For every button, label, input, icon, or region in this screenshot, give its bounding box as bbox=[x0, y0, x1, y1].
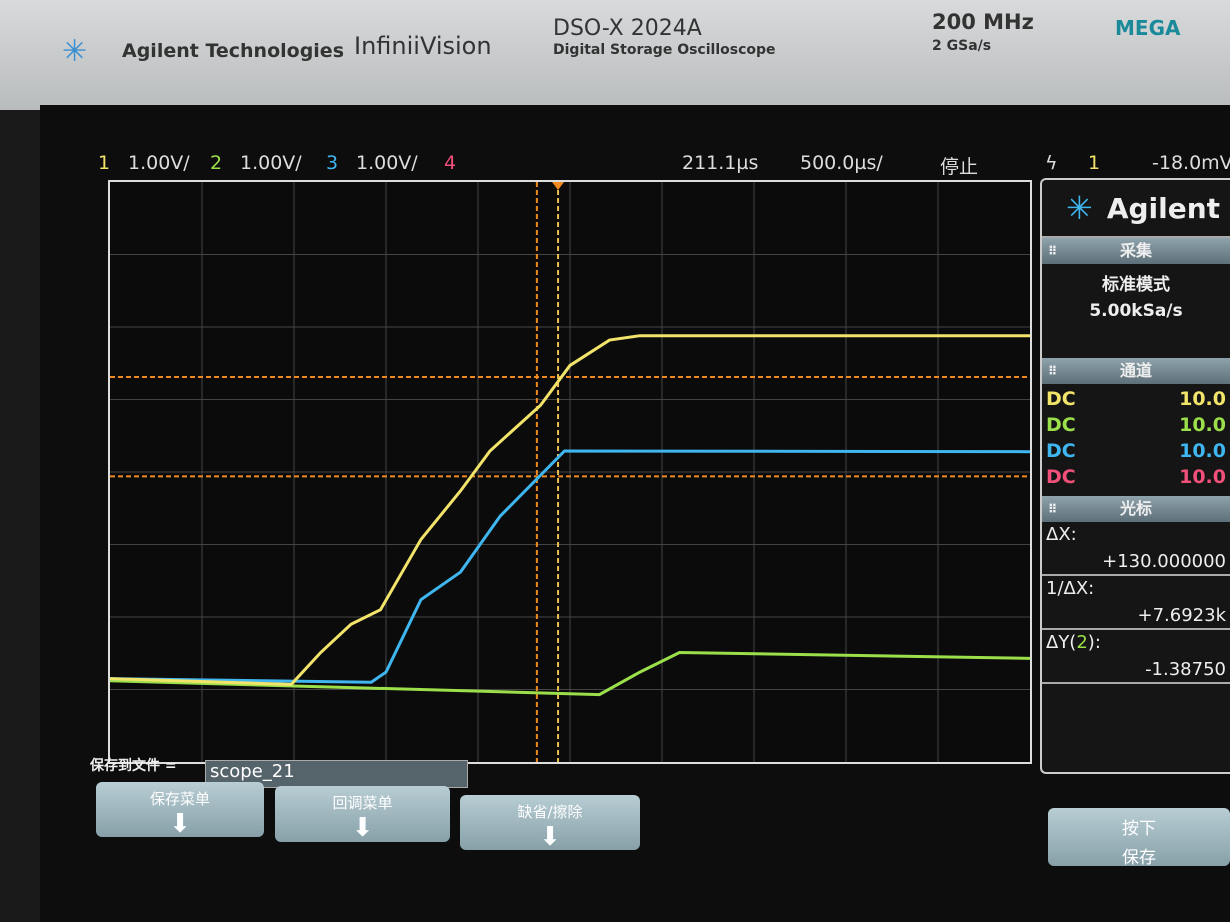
save-menu-button[interactable]: 保存菜单 ⬇ bbox=[96, 782, 264, 839]
press-label: 按下 bbox=[1122, 819, 1156, 839]
trigger-level[interactable]: -18.0mV bbox=[1152, 152, 1230, 174]
dx-value: +130.000000 bbox=[1102, 551, 1226, 572]
agilent-logo-icon: ✳ bbox=[62, 34, 88, 69]
cursors-header[interactable]: ⠿ 光标 bbox=[1042, 496, 1230, 522]
probe-value: 10.0 bbox=[1179, 414, 1226, 436]
time-scale[interactable]: 500.0µs/ bbox=[800, 152, 883, 174]
dy-label-end: ): bbox=[1087, 632, 1101, 653]
probe-value: 10.0 bbox=[1179, 440, 1226, 462]
edge-trigger-icon: ϟ bbox=[1045, 152, 1058, 174]
arrow-down-icon: ⬇ bbox=[539, 822, 561, 852]
ch2-trace bbox=[109, 651, 1031, 697]
inverse-delta-x: 1/ΔX: +7.6923k bbox=[1042, 576, 1230, 630]
coupling: DC bbox=[1046, 388, 1076, 410]
save-label: 保存 bbox=[1122, 848, 1156, 868]
channel-row[interactable]: DC 10.0 bbox=[1042, 464, 1230, 490]
dx-label: ΔX: bbox=[1046, 524, 1077, 545]
softkey-label: 回调菜单 bbox=[332, 794, 393, 812]
recall-menu-button[interactable]: 回调菜单 ⬇ bbox=[275, 786, 450, 843]
ch3-number[interactable]: 3 bbox=[326, 152, 339, 174]
acquire-header[interactable]: ⠿ 采集 bbox=[1042, 238, 1230, 264]
acquire-title: 采集 bbox=[1119, 241, 1152, 260]
save-file-label: 保存到文件 = bbox=[90, 758, 177, 774]
ch1-number[interactable]: 1 bbox=[98, 152, 111, 174]
run-state[interactable]: 停止 bbox=[940, 156, 979, 178]
channel-row[interactable]: DC 10.0 bbox=[1042, 412, 1230, 438]
coupling: DC bbox=[1046, 440, 1076, 462]
dy-channel: 2 bbox=[1076, 632, 1088, 653]
delta-y: ΔY(2): -1.38750 bbox=[1042, 630, 1230, 684]
acquire-mode: 标准模式 bbox=[1102, 275, 1170, 295]
coupling: DC bbox=[1046, 466, 1076, 488]
side-panel: ✳ Agilent ⠿ 采集 标准模式 5.00kSa/s ⠿ 通道 DC 10.0 … bbox=[1040, 178, 1230, 774]
dy-value: -1.38750 bbox=[1145, 659, 1226, 680]
model-name: DSO-X 2024A bbox=[553, 16, 702, 41]
graticule bbox=[109, 182, 1031, 762]
status-bar: 1 1.00V/ 2 1.00V/ 3 1.00V/ 4 211.1µs 500… bbox=[90, 148, 1230, 178]
inv-dx-label: 1/ΔX: bbox=[1046, 578, 1095, 599]
cursors-title: 光标 bbox=[1119, 499, 1152, 518]
channels-title: 通道 bbox=[1119, 361, 1152, 380]
coupling: DC bbox=[1046, 414, 1076, 436]
grip-icon: ⠿ bbox=[1048, 502, 1058, 516]
probe-value: 10.0 bbox=[1179, 388, 1226, 410]
trigger-source[interactable]: 1 bbox=[1088, 152, 1101, 174]
grip-icon: ⠿ bbox=[1048, 364, 1058, 378]
ch1-trace bbox=[109, 334, 1030, 686]
press-save-button[interactable]: 按下 保存 bbox=[1048, 808, 1230, 868]
ch1-scale[interactable]: 1.00V/ bbox=[128, 152, 190, 174]
mega-badge: MEGA bbox=[1115, 16, 1181, 40]
waveform-display[interactable] bbox=[108, 180, 1032, 764]
inv-dx-value: +7.6923k bbox=[1137, 605, 1227, 626]
default-erase-button[interactable]: 缺省/擦除 ⬇ bbox=[460, 795, 640, 852]
sample-rate: 2 GSa/s bbox=[932, 38, 992, 54]
channel-row[interactable]: DC 10.0 bbox=[1042, 386, 1230, 412]
arrow-down-icon: ⬇ bbox=[169, 809, 191, 839]
instrument-bezel: ✳ Agilent Technologies InfiniiVision DSO… bbox=[0, 0, 1230, 110]
channel-row[interactable]: DC 10.0 bbox=[1042, 438, 1230, 464]
acquire-rate: 5.00kSa/s bbox=[1089, 301, 1183, 321]
side-logo: Agilent bbox=[1106, 191, 1221, 225]
ch3-scale[interactable]: 1.00V/ bbox=[356, 152, 418, 174]
delta-x: ΔX: +130.000000 bbox=[1042, 522, 1230, 576]
brand-name: Agilent Technologies bbox=[122, 40, 345, 62]
grip-icon: ⠿ bbox=[1048, 244, 1058, 258]
probe-value: 10.0 bbox=[1179, 466, 1226, 488]
ch2-scale[interactable]: 1.00V/ bbox=[240, 152, 302, 174]
bandwidth: 200 MHz bbox=[932, 10, 1034, 34]
agilent-spark-icon: ✳ bbox=[1066, 189, 1093, 227]
softkey-label: 缺省/擦除 bbox=[517, 803, 583, 821]
series-name: InfiniiVision bbox=[354, 32, 492, 60]
time-position[interactable]: 211.1µs bbox=[682, 152, 759, 174]
model-desc: Digital Storage Oscilloscope bbox=[553, 42, 776, 58]
dy-label: ΔY( bbox=[1046, 632, 1077, 653]
softkey-label: 保存菜单 bbox=[149, 790, 210, 808]
ch4-number[interactable]: 4 bbox=[444, 152, 457, 174]
ch3-trace bbox=[109, 449, 1031, 684]
arrow-down-icon: ⬇ bbox=[351, 813, 374, 843]
ch2-number[interactable]: 2 bbox=[210, 152, 223, 174]
trigger-position-marker bbox=[552, 182, 565, 190]
channels-header[interactable]: ⠿ 通道 bbox=[1042, 358, 1230, 384]
